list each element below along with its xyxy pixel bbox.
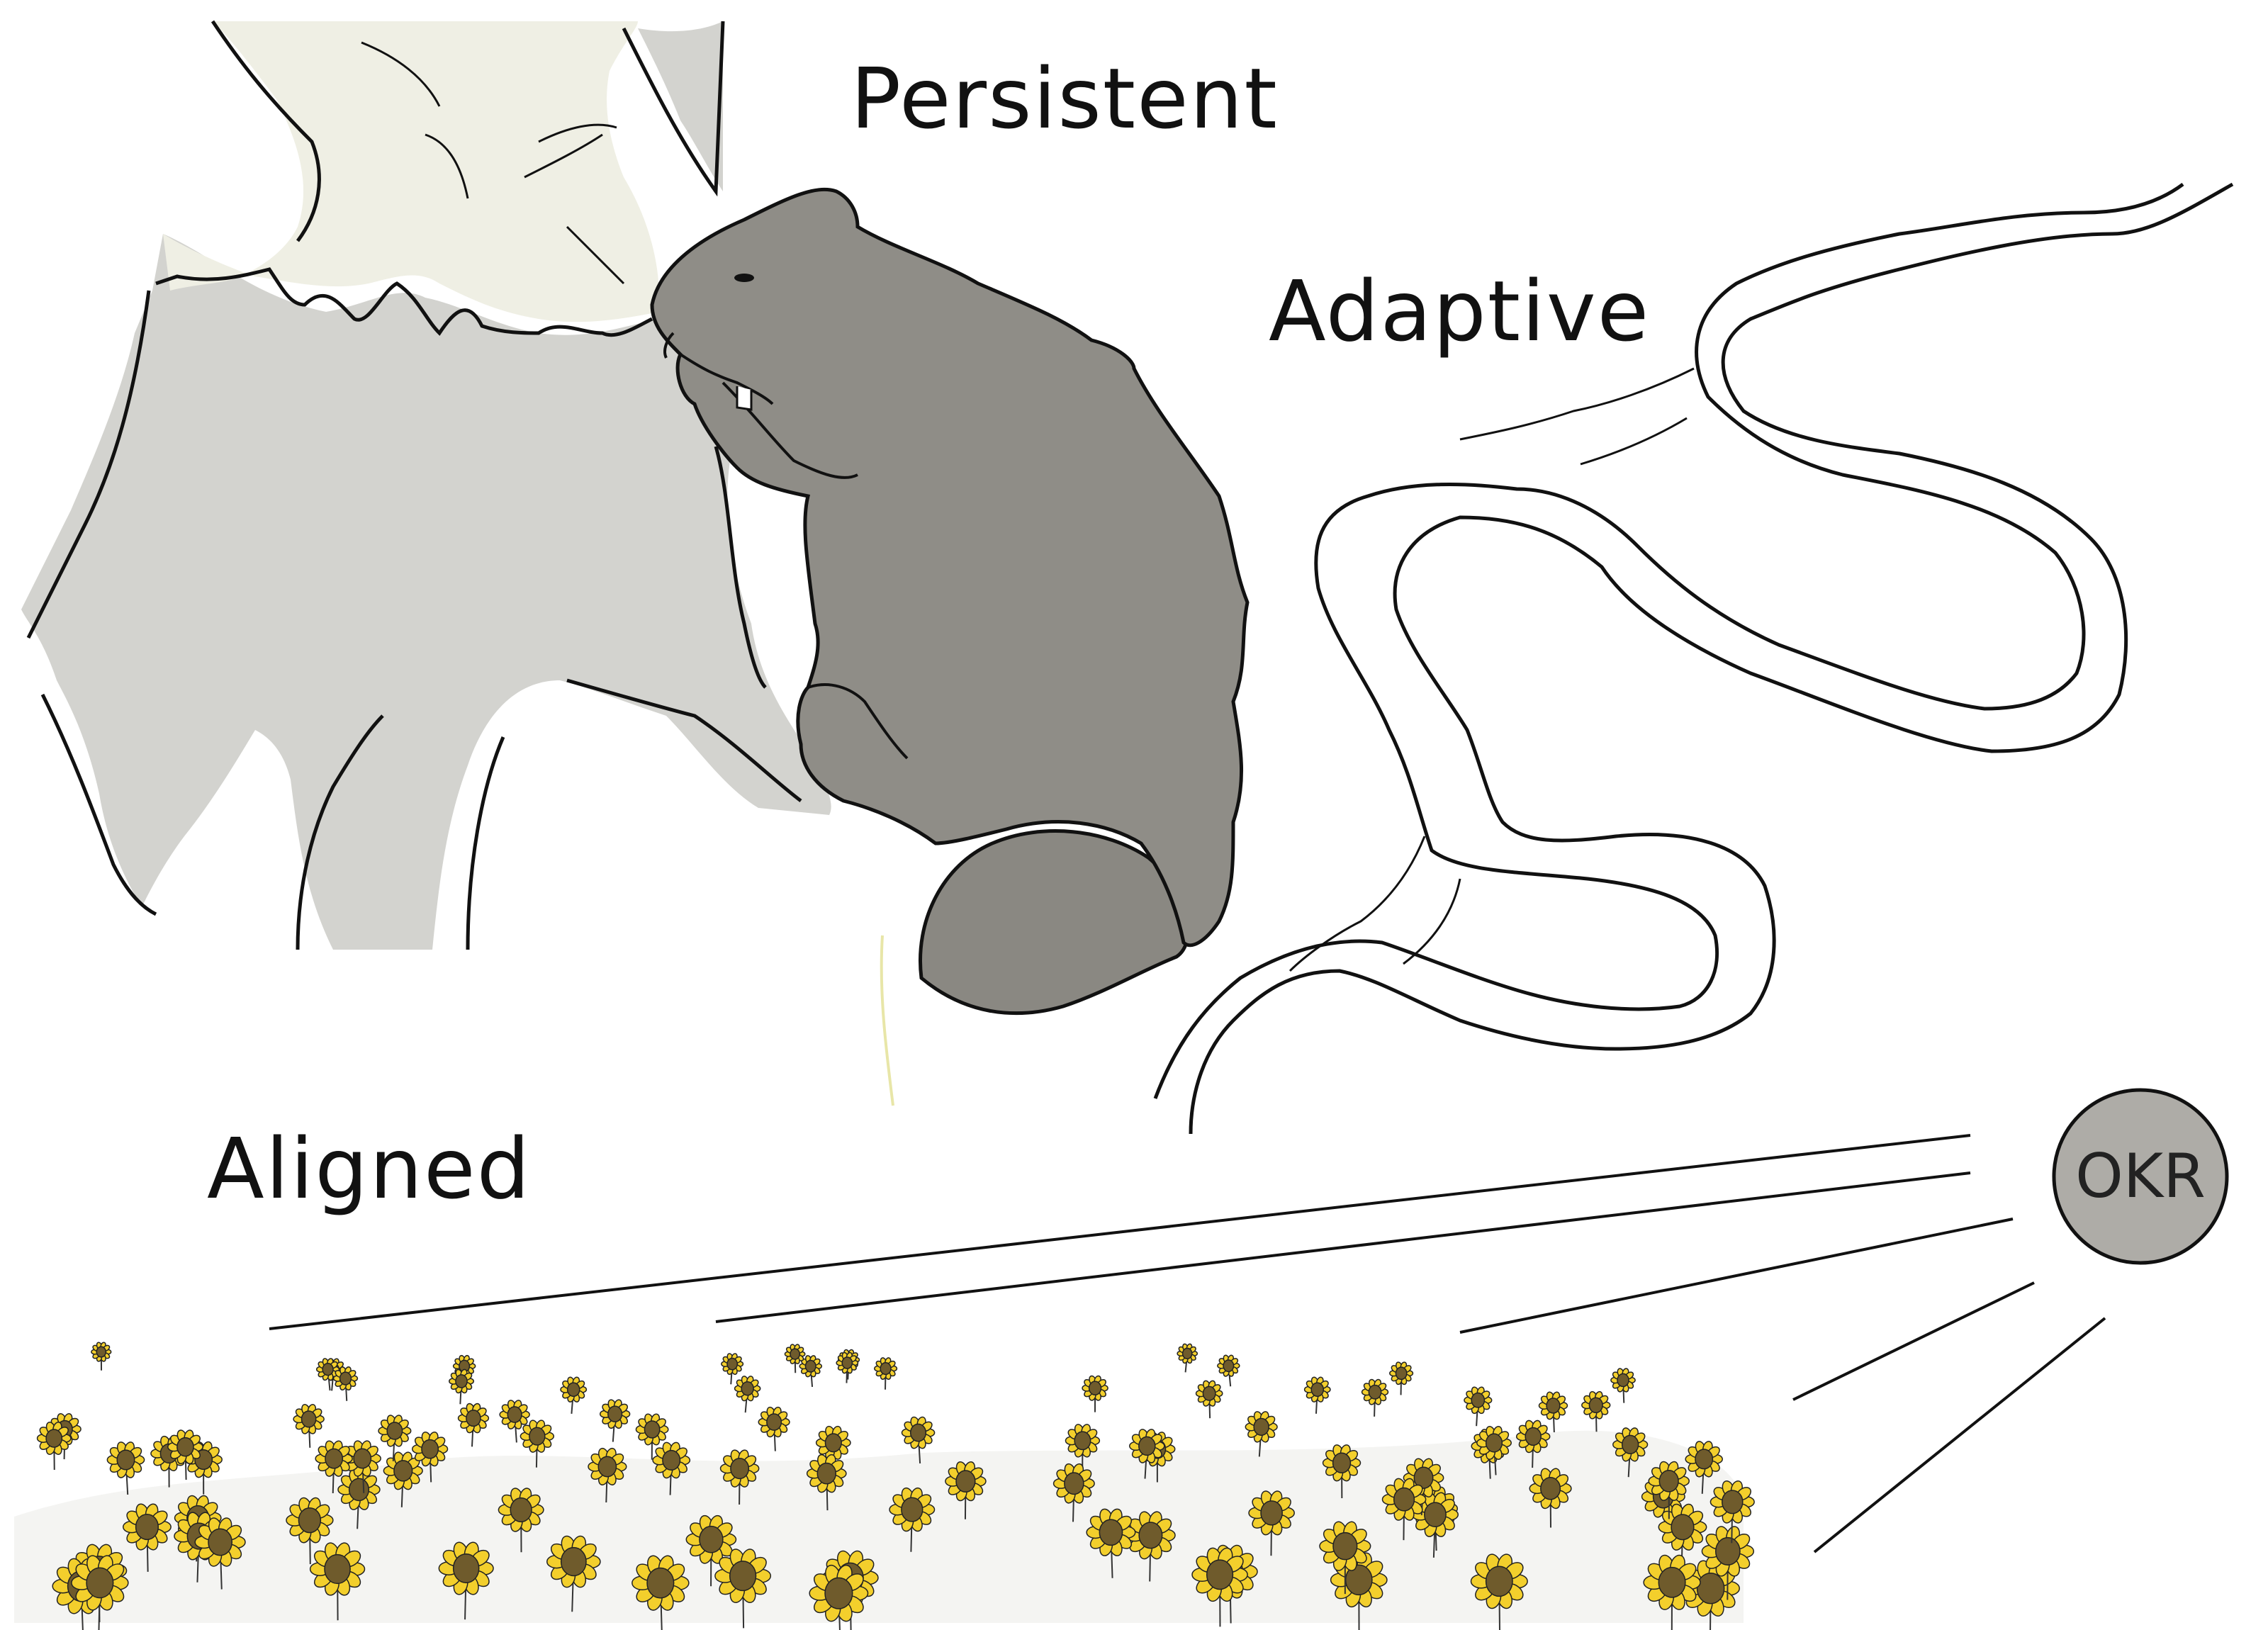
label-aligned: Aligned xyxy=(207,1120,532,1218)
label-persistent: Persistent xyxy=(850,50,1279,147)
label-adaptive: Adaptive xyxy=(1269,262,1651,360)
sunflower-field-illustration xyxy=(14,1342,1755,1630)
okr-label: OKR xyxy=(2075,1141,2206,1212)
rock-illustration xyxy=(21,20,831,950)
beaver-illustration xyxy=(650,187,1250,1106)
sun-rays-illustration xyxy=(269,1088,2229,1553)
winding-river-illustration xyxy=(1153,182,2234,1135)
